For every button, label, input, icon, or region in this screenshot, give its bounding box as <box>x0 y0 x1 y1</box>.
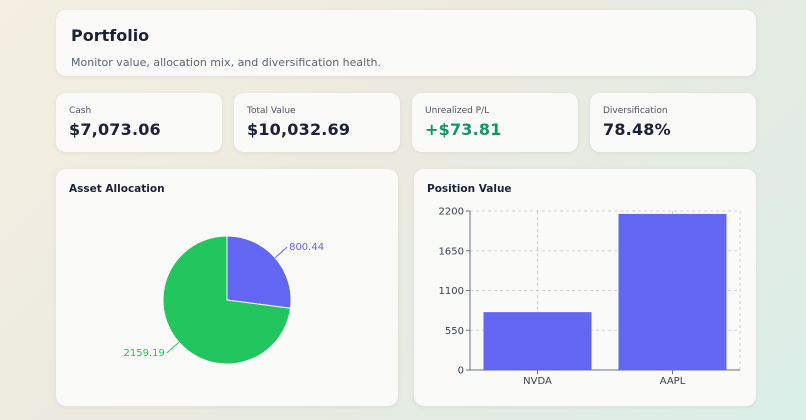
position-bar-chart: 0 550 1100 1650 2200 NVDA AAPL <box>439 207 741 387</box>
y-tick-label: 0 <box>458 366 464 377</box>
allocation-pie-chart: 800.44 2159.19 <box>124 235 324 365</box>
pie-leader-line <box>274 246 288 259</box>
bar-aapl <box>618 213 727 370</box>
stat-card-diversification: Diversification 78.48% <box>590 93 756 152</box>
pie-slice <box>226 235 292 309</box>
page-header: Portfolio Monitor value, allocation mix,… <box>56 10 756 76</box>
stat-label: Total Value <box>247 106 296 116</box>
x-tick-label: NVDA <box>523 376 552 387</box>
stat-value: 78.48% <box>603 120 671 139</box>
bar-nvda <box>483 312 592 370</box>
stat-label: Diversification <box>603 106 668 116</box>
panel-title: Asset Allocation <box>69 183 165 195</box>
x-tick-label: AAPL <box>660 376 686 387</box>
pie-data-label: 2159.19 <box>124 348 165 359</box>
stat-value: $10,032.69 <box>247 120 351 139</box>
panel-title: Position Value <box>427 183 512 195</box>
stat-card-total-value: Total Value $10,032.69 <box>234 93 400 152</box>
stat-label: Cash <box>69 106 92 116</box>
stat-value: $7,073.06 <box>69 120 161 139</box>
pie-data-label: 800.44 <box>289 242 324 253</box>
pie-leader-line <box>166 341 180 354</box>
stat-value: +$73.81 <box>425 120 502 139</box>
position-value-panel: Position Value 0 550 1100 1650 2200 NVDA AAPL <box>414 169 756 406</box>
stat-label: Unrealized P/L <box>425 106 490 116</box>
stat-card-unrealized-pl: Unrealized P/L +$73.81 <box>412 93 578 152</box>
asset-allocation-panel: Asset Allocation 800.44 2159.19 <box>56 169 398 406</box>
pie-slice <box>162 235 292 365</box>
y-tick-label: 550 <box>445 326 464 337</box>
page-title: Portfolio <box>71 26 150 45</box>
y-tick-label: 1100 <box>439 286 464 297</box>
stat-card-cash: Cash $7,073.06 <box>56 93 222 152</box>
y-tick-label: 1650 <box>439 246 464 257</box>
y-tick-label: 2200 <box>439 207 464 218</box>
page-subtitle: Monitor value, allocation mix, and diver… <box>71 56 381 69</box>
